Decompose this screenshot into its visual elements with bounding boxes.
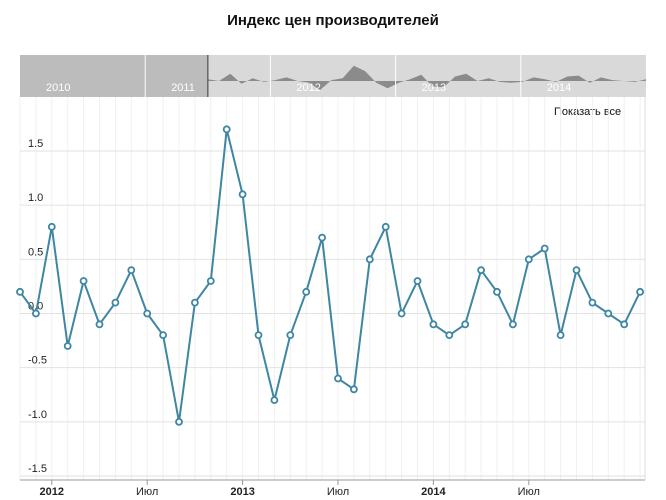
data-point[interactable]	[16, 287, 24, 296]
data-point[interactable]	[111, 298, 120, 307]
data-point[interactable]	[318, 233, 327, 242]
data-point[interactable]	[477, 266, 486, 275]
y-tick-label: 1.5	[28, 138, 43, 150]
data-point[interactable]	[604, 309, 613, 318]
range-navigator[interactable]: 2010 2011 2012 2013 2014	[20, 55, 646, 97]
data-point[interactable]	[32, 309, 40, 318]
data-point[interactable]	[143, 309, 152, 318]
y-tick-label: -1.5	[28, 463, 47, 475]
data-point[interactable]	[222, 125, 231, 134]
x-tick-label: Июл	[136, 486, 158, 498]
data-point[interactable]	[334, 374, 342, 383]
data-point[interactable]	[254, 331, 263, 340]
x-tick-label: 2012	[40, 486, 64, 498]
data-point[interactable]	[159, 331, 168, 340]
navigator-series	[207, 65, 646, 90]
series-line	[19, 128, 641, 423]
navigator-year-label: 2010	[46, 82, 70, 94]
data-point[interactable]	[127, 266, 136, 275]
data-point[interactable]	[509, 320, 517, 329]
data-point[interactable]	[445, 331, 454, 340]
y-tick-label: -1.0	[28, 409, 47, 421]
x-tick-label: 2014	[421, 486, 446, 498]
data-point[interactable]	[524, 255, 533, 264]
data-point[interactable]	[190, 298, 199, 307]
data-point[interactable]	[461, 320, 470, 329]
data-point[interactable]	[381, 222, 390, 231]
y-tick-label: -0.5	[28, 355, 47, 367]
y-tick-label: 1.0	[28, 192, 43, 204]
chart-title: Индекс цен производителей	[227, 12, 439, 29]
data-point[interactable]	[349, 385, 358, 394]
data-point[interactable]	[493, 287, 501, 296]
data-point[interactable]	[365, 255, 374, 264]
data-point[interactable]	[270, 396, 279, 405]
navigator-year-label: 2011	[171, 82, 195, 94]
x-tick-label: 2013	[230, 486, 254, 498]
y-tick-label: 0.5	[28, 246, 43, 258]
data-point[interactable]	[556, 331, 565, 340]
data-point[interactable]	[620, 320, 629, 329]
navigator-year-label: 2014	[547, 82, 571, 94]
navigator-year-label: 2013	[422, 82, 446, 94]
data-point[interactable]	[238, 190, 247, 199]
data-point[interactable]	[63, 342, 72, 350]
data-point[interactable]	[397, 309, 406, 318]
data-point[interactable]	[413, 277, 422, 285]
data-point[interactable]	[47, 222, 56, 231]
data-point[interactable]	[175, 417, 183, 426]
navigator-year-label: 2012	[296, 82, 320, 94]
data-point[interactable]	[636, 287, 644, 296]
data-point[interactable]	[206, 277, 215, 285]
show-all-button[interactable]: Показать все	[548, 104, 628, 120]
data-point[interactable]	[95, 320, 104, 329]
x-tick-label: Июл	[518, 486, 540, 498]
data-point[interactable]	[79, 277, 88, 285]
data-point[interactable]	[429, 320, 438, 329]
data-point[interactable]	[540, 244, 549, 253]
data-point[interactable]	[302, 287, 311, 296]
x-tick-label: Июл	[327, 486, 349, 498]
data-point[interactable]	[588, 298, 597, 307]
data-point[interactable]	[572, 266, 581, 275]
navigator-unselected-region	[20, 55, 208, 97]
data-point[interactable]	[286, 331, 295, 340]
